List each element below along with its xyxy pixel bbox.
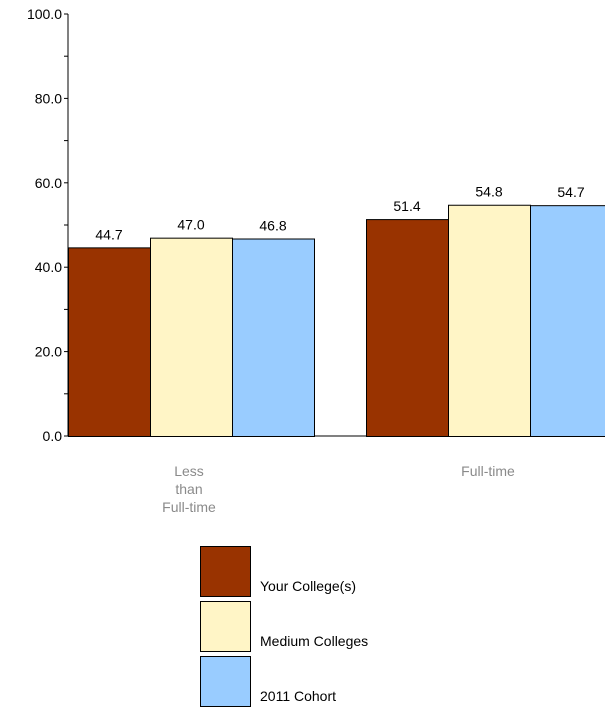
bar-2011-cohort-less-than-full-time (232, 238, 315, 437)
x-axis: Less than Full-time Full-time (162, 463, 515, 515)
y-tick-label: 100.0 (27, 6, 62, 22)
legend-label: Medium Colleges (260, 633, 368, 649)
bar-your-college-s-full-time (366, 219, 449, 437)
bar-value-label: 54.7 (557, 184, 584, 200)
y-tick-label: 60.0 (35, 175, 62, 191)
bar-value-label: 46.8 (259, 218, 286, 234)
bar-your-college-s-less-than-full-time (68, 247, 151, 437)
legend-swatch (200, 546, 251, 597)
bar-medium-colleges-less-than-full-time (150, 237, 233, 437)
legend-label: 2011 Cohort (260, 688, 336, 704)
bars (68, 204, 605, 437)
y-tick-label: 20.0 (35, 344, 62, 360)
bar-2011-cohort-full-time (530, 205, 605, 437)
x-category-label: Full-time (461, 463, 515, 479)
legend: Your College(s) Medium Colleges 2011 Cohor… (200, 546, 368, 707)
bar-value-label: 54.8 (475, 184, 502, 200)
bar-medium-colleges-full-time (448, 204, 531, 437)
y-tick-label: 80.0 (35, 90, 62, 106)
legend-swatch (200, 601, 251, 652)
bar-value-label: 51.4 (393, 198, 420, 214)
value-labels: 44.7 47.0 46.8 51.4 54.8 54.7 (95, 184, 584, 243)
bar-value-label: 44.7 (95, 226, 122, 242)
legend-swatch (200, 656, 251, 707)
x-category-label: than (175, 481, 202, 497)
y-tick-label: 40.0 (35, 259, 62, 275)
legend-label: Your College(s) (260, 578, 356, 594)
bar-value-label: 47.0 (177, 217, 204, 233)
y-tick-label: 0.0 (43, 428, 63, 444)
x-category-label: Less (174, 463, 204, 479)
x-category-label: Full-time (162, 499, 216, 515)
